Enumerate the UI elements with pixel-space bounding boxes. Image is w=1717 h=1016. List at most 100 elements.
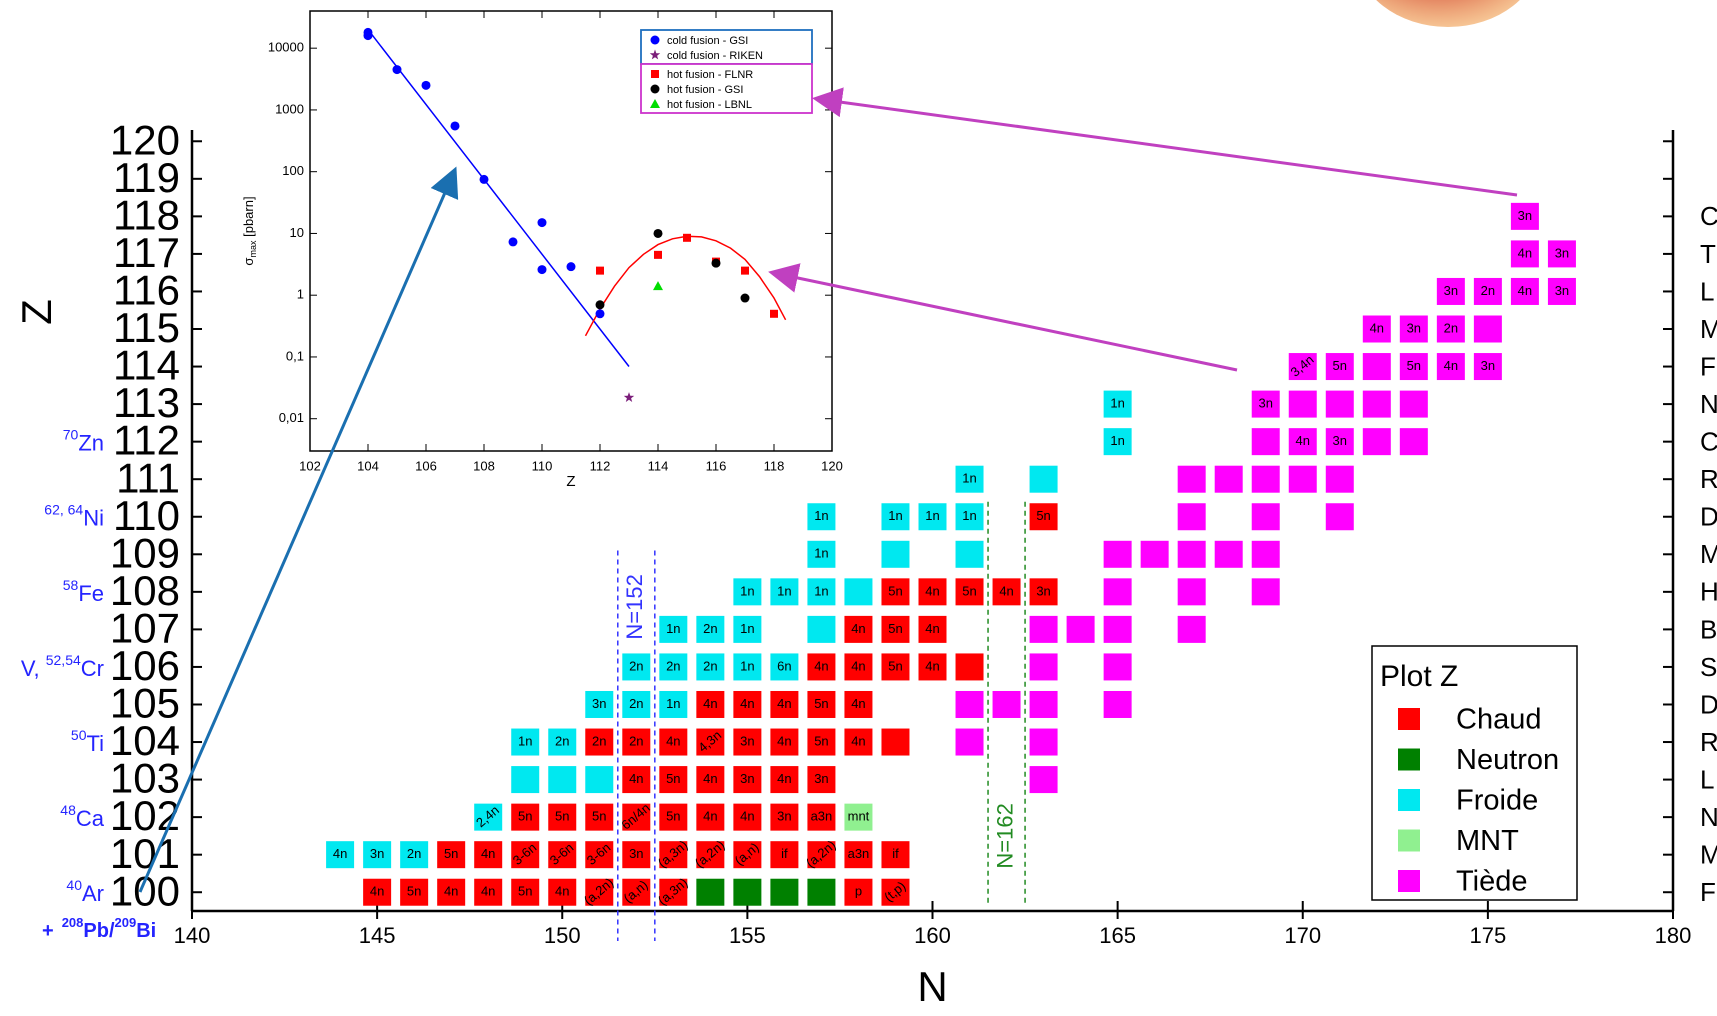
cell-label: 4n	[1296, 433, 1310, 448]
cell-label: 3n	[1407, 320, 1421, 335]
cell	[881, 503, 910, 531]
cell	[696, 841, 725, 869]
cell	[511, 728, 540, 756]
cell	[881, 540, 910, 568]
projectile-label: 48Ca	[60, 802, 104, 831]
cell	[770, 803, 799, 831]
cell	[696, 878, 725, 906]
element-label: N	[1700, 802, 1717, 832]
cell-label: 4n	[851, 696, 865, 711]
x-tick-label: 165	[1099, 923, 1136, 948]
cell-label: 1n	[518, 733, 532, 748]
cell	[585, 766, 614, 794]
cell-label: 4n	[925, 621, 939, 636]
cell	[807, 766, 836, 794]
point	[508, 237, 518, 247]
cell	[659, 615, 688, 643]
cell	[1177, 503, 1206, 531]
cell	[770, 841, 799, 869]
cell-label: 4n	[370, 884, 384, 899]
legend-label: cold fusion - RIKEN	[667, 50, 763, 62]
x-tick-label: 170	[1284, 923, 1321, 948]
x-tick-label: 112	[590, 458, 611, 473]
y-tick-label: 102	[110, 792, 180, 839]
legend-swatch	[1398, 748, 1420, 771]
cell-label: 5n	[666, 771, 680, 786]
cell	[770, 653, 799, 681]
cell	[1029, 503, 1058, 531]
y-tick-label: 110	[113, 492, 180, 539]
y-tick-label: 119	[113, 154, 180, 201]
cell-label: 2n	[703, 621, 717, 636]
cell	[1473, 315, 1502, 343]
element-label: R	[1700, 464, 1717, 494]
cell	[733, 803, 762, 831]
cell-label: 3n	[1444, 283, 1458, 298]
cell-label: 1n	[666, 621, 680, 636]
cell-label: 4n	[999, 583, 1013, 598]
cell	[437, 878, 466, 906]
cell	[1029, 615, 1058, 643]
point	[479, 174, 489, 184]
y-tick-label: 117	[113, 229, 180, 276]
cell-label: 2n	[1481, 283, 1495, 298]
cell	[1103, 428, 1132, 456]
cell-label: 4n	[444, 884, 458, 899]
cell-label: 5n	[1407, 358, 1421, 373]
projectile-symbol: Ni	[83, 506, 104, 531]
y-tick-label: 109	[110, 529, 180, 576]
cell-label: 1n	[814, 508, 828, 523]
projectile-label: 62, 64Ni	[44, 501, 104, 530]
x-tick-label: 150	[544, 923, 581, 948]
cell-label: 5n	[1036, 508, 1050, 523]
cell	[844, 578, 873, 606]
target-symbol: Pb/	[83, 920, 115, 942]
cell	[1362, 353, 1391, 381]
cell	[622, 766, 651, 794]
cell-label: 3n	[370, 846, 384, 861]
cell	[955, 728, 984, 756]
cell-label: 5n	[518, 884, 532, 899]
point	[711, 258, 721, 268]
legend-box	[640, 29, 813, 65]
legend-box	[640, 63, 813, 114]
cell	[326, 841, 355, 869]
cell	[1362, 390, 1391, 418]
cell	[955, 690, 984, 718]
cell-label: 1n	[1110, 433, 1124, 448]
cell	[659, 878, 688, 906]
cell-label: 5n	[962, 583, 976, 598]
cell	[659, 728, 688, 756]
cell	[992, 578, 1021, 606]
y-tick-label: 1	[297, 287, 304, 302]
cell-label: 4n	[629, 771, 643, 786]
cell	[511, 841, 540, 869]
y-tick-label: 118	[113, 191, 180, 238]
cell	[696, 803, 725, 831]
cell	[881, 728, 910, 756]
cell	[1251, 540, 1280, 568]
arrows	[138, 87, 1518, 893]
cell	[1029, 465, 1058, 493]
y-tick-label: 100	[110, 867, 180, 914]
cell	[1177, 578, 1206, 606]
cell	[1066, 615, 1095, 643]
cell-label: 5n	[1333, 358, 1347, 373]
cell-label: 2n	[1444, 320, 1458, 335]
cell	[844, 653, 873, 681]
x-axis-title: Z	[566, 473, 575, 490]
cell-label: 2n	[629, 658, 643, 673]
cell	[807, 578, 836, 606]
legend-label: Tiède	[1456, 866, 1527, 898]
element-label: R	[1700, 727, 1717, 757]
target-mass: 208	[62, 915, 84, 930]
cell	[1029, 690, 1058, 718]
cell	[400, 841, 429, 869]
cell-label: 3n	[1555, 283, 1569, 298]
y-axis-title: σmax [pbarn]	[241, 196, 258, 265]
element-label: B	[1700, 614, 1717, 644]
cell-label: 4n	[777, 771, 791, 786]
cell	[881, 878, 910, 906]
cell	[770, 690, 799, 718]
y-tick-label: 111	[116, 454, 180, 501]
